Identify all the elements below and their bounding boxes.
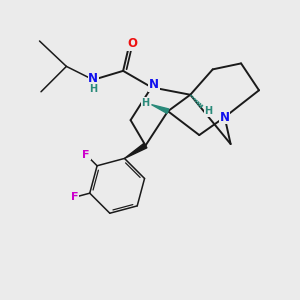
Text: F: F: [71, 192, 79, 202]
Polygon shape: [152, 105, 169, 113]
Text: N: N: [149, 78, 159, 92]
Text: N: N: [88, 72, 98, 85]
Text: O: O: [127, 38, 137, 50]
Polygon shape: [124, 143, 147, 158]
Text: F: F: [82, 150, 90, 160]
Text: H: H: [142, 98, 150, 108]
Text: H: H: [204, 106, 212, 116]
Text: N: N: [220, 111, 230, 124]
Text: H: H: [89, 84, 97, 94]
